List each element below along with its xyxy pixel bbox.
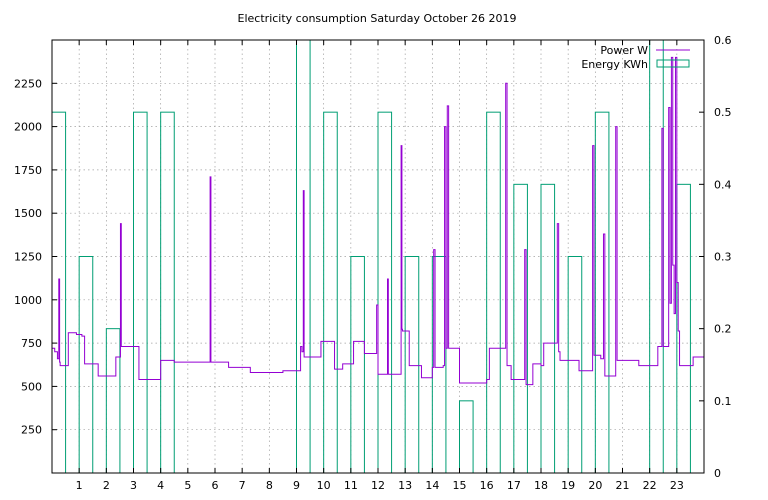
energy-bar [105,328,121,474]
energy-bar [431,256,447,474]
x-tick-label: 3 [130,479,137,492]
y-tick-label: 750 [21,337,42,350]
x-tick-label: 7 [239,479,246,492]
legend-label-power: Power W [600,44,648,57]
x-tick-label: 10 [317,479,331,492]
energy-bar [567,256,583,474]
x-tick-label: 15 [453,479,467,492]
x-tick-label: 19 [561,479,575,492]
energy-bar [377,111,393,474]
y2-tick-label: 0.1 [714,395,732,408]
axes: 1 2 3 4 5 6 7 8 9 10 11 12 13 14 15 16 17 18 19 20 21 22 23250… [14,34,732,492]
x-tick-label: 18 [534,479,548,492]
y2-tick-label: 0.6 [714,34,732,47]
legend-swatch-energy [656,59,690,68]
y-tick-label: 2250 [14,77,42,90]
energy-bar [404,256,420,474]
x-tick-label: 13 [398,479,412,492]
y-tick-label: 1750 [14,164,42,177]
x-tick-label: 5 [184,479,191,492]
y2-tick-label: 0 [714,467,721,480]
y-tick-label: 500 [21,380,42,393]
energy-bar [486,111,501,474]
x-tick-label: 21 [616,479,630,492]
y2-tick-label: 0.2 [714,323,732,336]
y-tick-label: 1000 [14,294,42,307]
legend: Power W Energy KWh [581,44,690,71]
y2-tick-label: 0.5 [714,106,732,119]
x-tick-label: 20 [588,479,602,492]
y2-tick-label: 0.3 [714,251,732,264]
x-tick-label: 22 [643,479,657,492]
y-tick-label: 2000 [14,121,42,134]
y2-tick-label: 0.4 [714,178,732,191]
x-tick-label: 2 [103,479,110,492]
y-tick-label: 1500 [14,207,42,220]
x-tick-label: 8 [266,479,273,492]
chart-title: Electricity consumption Saturday October… [238,12,517,25]
y-tick-label: 1250 [14,251,42,264]
x-tick-label: 17 [507,479,521,492]
energy-bar [459,400,474,474]
y-tick-label: 250 [21,424,42,437]
energy-bar [323,111,338,474]
x-tick-label: 11 [344,479,358,492]
x-tick-label: 16 [480,479,494,492]
x-tick-label: 9 [293,479,300,492]
x-tick-label: 12 [371,479,385,492]
x-tick-label: 14 [425,479,439,492]
energy-bar [350,256,365,474]
power-series [52,56,704,386]
x-tick-label: 1 [76,479,83,492]
energy-bar [133,111,148,474]
x-tick-label: 6 [212,479,219,492]
legend-label-energy: Energy KWh [581,58,648,71]
power-line [52,56,704,386]
x-tick-label: 4 [157,479,164,492]
x-tick-label: 23 [670,479,684,492]
energy-bar [594,111,610,474]
energy-bar [160,111,175,474]
energy-bar [78,256,94,474]
